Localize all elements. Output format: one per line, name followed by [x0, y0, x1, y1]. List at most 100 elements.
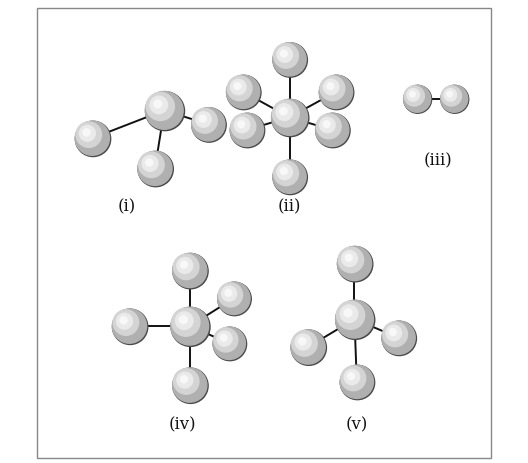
Circle shape [441, 86, 469, 114]
Circle shape [234, 118, 250, 133]
Circle shape [227, 76, 261, 110]
Circle shape [76, 122, 111, 157]
Text: (ii): (ii) [278, 198, 301, 215]
Circle shape [181, 262, 187, 269]
Circle shape [171, 308, 210, 347]
Circle shape [219, 283, 242, 307]
Circle shape [276, 105, 293, 121]
Circle shape [217, 332, 232, 346]
Circle shape [319, 76, 353, 109]
Circle shape [280, 108, 287, 116]
Circle shape [327, 83, 334, 90]
Circle shape [120, 317, 127, 324]
Circle shape [345, 255, 352, 262]
Circle shape [336, 301, 375, 340]
Circle shape [382, 321, 417, 356]
Circle shape [174, 369, 199, 394]
Circle shape [291, 330, 325, 364]
Circle shape [139, 153, 164, 178]
Circle shape [273, 44, 307, 78]
Circle shape [337, 247, 373, 282]
Circle shape [146, 160, 153, 167]
Circle shape [230, 114, 265, 148]
Circle shape [316, 114, 349, 147]
Circle shape [319, 118, 335, 133]
Circle shape [280, 168, 287, 175]
Circle shape [348, 373, 355, 380]
Circle shape [173, 254, 207, 288]
Circle shape [382, 321, 415, 355]
Circle shape [291, 331, 326, 366]
Circle shape [146, 93, 184, 131]
Circle shape [274, 162, 298, 186]
Circle shape [441, 87, 461, 107]
Circle shape [173, 254, 208, 289]
Circle shape [410, 92, 416, 98]
Circle shape [292, 331, 317, 357]
Circle shape [338, 248, 364, 273]
Circle shape [280, 51, 287, 58]
Circle shape [277, 48, 293, 63]
Circle shape [407, 89, 419, 102]
Circle shape [383, 322, 408, 347]
Circle shape [273, 161, 306, 194]
Circle shape [196, 113, 211, 128]
Circle shape [344, 309, 352, 317]
Circle shape [138, 152, 173, 188]
Circle shape [323, 121, 330, 128]
Circle shape [344, 369, 360, 385]
Circle shape [75, 122, 109, 156]
Circle shape [112, 309, 147, 344]
Circle shape [213, 327, 246, 360]
Circle shape [238, 121, 244, 128]
Circle shape [404, 87, 425, 107]
Circle shape [272, 101, 299, 128]
Circle shape [231, 80, 246, 95]
Circle shape [273, 161, 307, 195]
Circle shape [444, 89, 457, 102]
Circle shape [386, 325, 401, 341]
Circle shape [299, 338, 306, 345]
Circle shape [142, 156, 158, 172]
Circle shape [138, 152, 172, 186]
Circle shape [150, 97, 167, 114]
Circle shape [337, 247, 372, 281]
Circle shape [173, 368, 207, 402]
Circle shape [323, 80, 339, 95]
Text: (i): (i) [118, 198, 136, 215]
Circle shape [218, 282, 250, 315]
Circle shape [79, 126, 96, 142]
Circle shape [234, 83, 241, 90]
Circle shape [181, 376, 187, 383]
Circle shape [146, 93, 174, 121]
Circle shape [177, 258, 193, 274]
Circle shape [227, 76, 260, 109]
Circle shape [192, 108, 226, 143]
Circle shape [192, 108, 225, 142]
Circle shape [222, 287, 237, 301]
Circle shape [171, 307, 209, 345]
Circle shape [174, 255, 199, 280]
Circle shape [340, 305, 358, 323]
Circle shape [271, 100, 307, 136]
Circle shape [404, 86, 431, 114]
Circle shape [220, 335, 227, 341]
Circle shape [390, 329, 397, 336]
Circle shape [177, 372, 193, 388]
Circle shape [213, 327, 247, 361]
Circle shape [175, 312, 193, 330]
Circle shape [316, 114, 350, 148]
Circle shape [441, 86, 468, 113]
Circle shape [154, 101, 162, 109]
Circle shape [225, 290, 232, 296]
Circle shape [199, 116, 206, 123]
Text: (iv): (iv) [169, 416, 196, 433]
Circle shape [113, 310, 139, 336]
Circle shape [230, 114, 263, 147]
Circle shape [180, 316, 187, 324]
Circle shape [274, 44, 298, 69]
Circle shape [231, 115, 256, 139]
Circle shape [316, 115, 341, 139]
Text: (iii): (iii) [423, 152, 452, 169]
Circle shape [341, 365, 375, 400]
